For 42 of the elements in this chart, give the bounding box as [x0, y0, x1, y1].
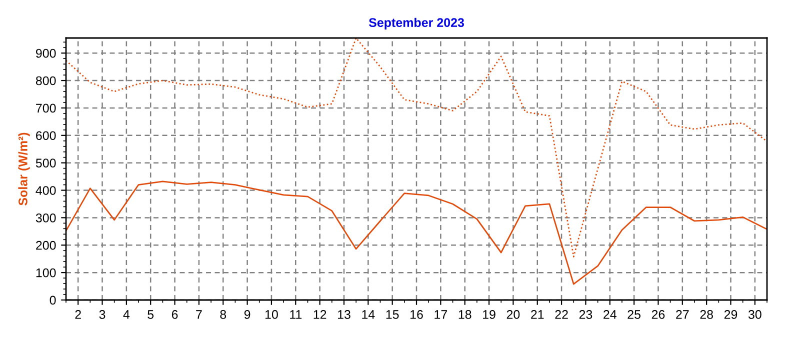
x-tick-label: 16 — [410, 310, 423, 319]
x-tick-label: 10 — [265, 310, 278, 319]
x-tick-label: 18 — [458, 310, 472, 319]
x-tick-label: 23 — [579, 310, 592, 319]
x-tick-label: 8 — [220, 310, 226, 319]
x-tick-label: 30 — [748, 310, 762, 319]
x-tick-label: 29 — [724, 310, 738, 319]
x-tick-label: 24 — [604, 310, 616, 319]
x-tick-label: 22 — [555, 310, 568, 319]
x-tick-label: 13 — [338, 310, 350, 319]
line-series — [66, 180, 767, 285]
y-tick-label: 100 — [36, 268, 56, 278]
x-tick-label: 27 — [676, 310, 689, 319]
x-tick-label: 19 — [483, 310, 496, 319]
x-tick-label: 14 — [362, 310, 375, 319]
y-tick-label: 400 — [36, 186, 56, 195]
y-tick-label: 600 — [36, 131, 56, 140]
x-tick-label: 17 — [434, 310, 447, 319]
y-tick-label: 800 — [36, 76, 56, 86]
x-tick-label: 20 — [506, 310, 520, 319]
x-tick-label: 4 — [123, 310, 130, 319]
y-axis-title: Solar (W/m²) — [18, 132, 30, 206]
x-tick-label: 21 — [531, 310, 544, 319]
x-tick-label: 5 — [148, 310, 154, 319]
x-tick-label: 26 — [652, 310, 665, 319]
chart-title: September 2023 — [368, 18, 464, 30]
y-tick-label: 700 — [36, 104, 56, 113]
y-tick-label: 200 — [36, 240, 56, 250]
y-tick-label: 300 — [36, 213, 56, 222]
x-tick-label: 12 — [314, 310, 326, 319]
x-tick-label: 2 — [75, 310, 81, 319]
x-tick-label: 11 — [290, 310, 302, 319]
x-tick-label: 7 — [196, 310, 202, 319]
y-tick-label: 900 — [36, 48, 56, 58]
x-tick-label: 15 — [386, 310, 399, 319]
y-tick-label: 500 — [36, 158, 56, 168]
x-tick-label: 25 — [628, 310, 640, 319]
x-tick-label: 28 — [700, 310, 713, 319]
x-tick-label: 9 — [244, 310, 250, 319]
x-tick-label: 6 — [172, 310, 178, 319]
y-tick-label: 0 — [50, 296, 56, 305]
x-tick-label: 3 — [99, 310, 106, 319]
